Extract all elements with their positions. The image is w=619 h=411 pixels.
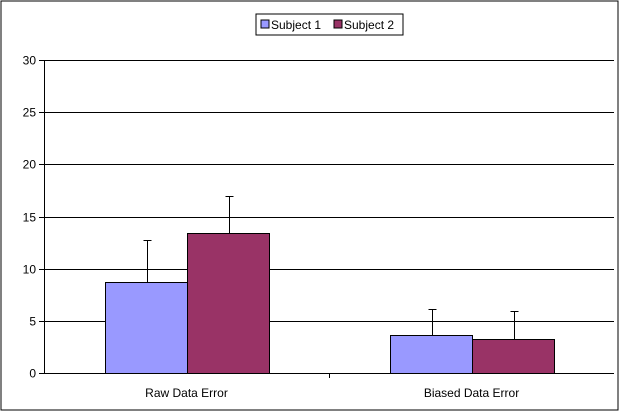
category-labels: Raw Data Error Biased Data Error [145,386,519,400]
legend-swatch-subject-1 [260,19,270,29]
bar-2-1 [187,233,270,374]
bar-1-1 [105,282,188,374]
legend: Subject 1 Subject 2 [255,13,404,36]
axes [39,60,614,378]
y-tick-label: 30 [23,54,37,68]
y-tick-label: 10 [23,263,37,277]
legend-swatch-subject-2 [333,19,343,29]
legend-label-subject-2: Subject 2 [344,18,394,32]
legend-label-subject-1: Subject 1 [271,18,321,32]
x-category-label: Raw Data Error [145,386,228,400]
y-tick-label: 0 [29,367,36,381]
legend-box [255,13,404,36]
y-tick-label: 15 [23,211,37,225]
y-tick-label: 20 [23,158,37,172]
bars [105,196,555,374]
y-tick-labels: 0 5 10 15 20 25 30 [23,54,37,381]
bar-1-2 [390,335,473,374]
y-tick-label: 5 [29,315,36,329]
y-tick-label: 25 [23,106,37,120]
x-category-label: Biased Data Error [424,386,519,400]
bar-2-2 [472,339,555,374]
